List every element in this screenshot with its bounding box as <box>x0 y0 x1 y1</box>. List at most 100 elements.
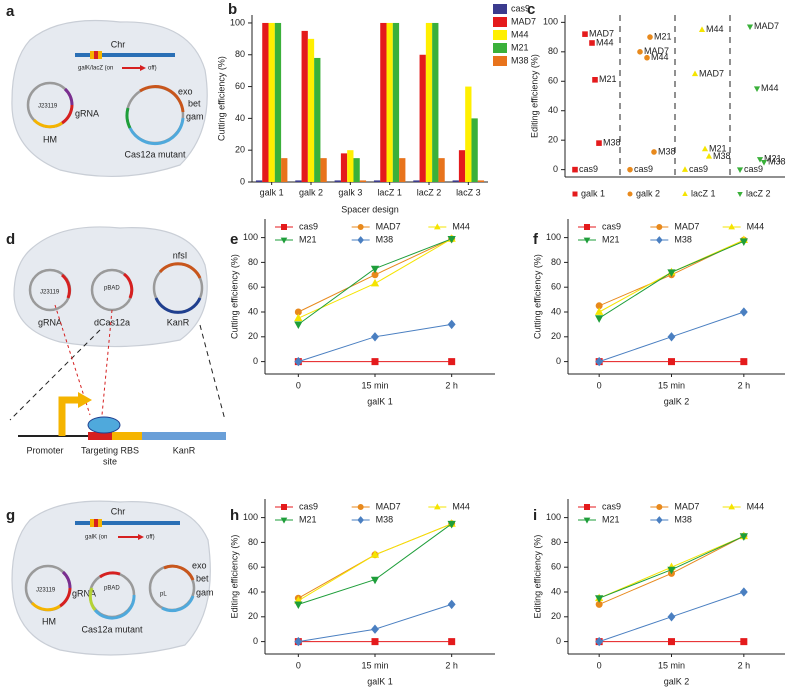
point <box>370 576 380 585</box>
plasmid-part <box>163 564 195 581</box>
plasmid-part <box>99 571 121 579</box>
plasmid-part <box>61 570 72 589</box>
legend-label: galk 2 <box>636 188 660 198</box>
legend-label: M38 <box>674 514 692 524</box>
point-label: M44 <box>761 83 779 93</box>
point <box>370 550 380 558</box>
x-tick-label: 15 min <box>361 660 388 670</box>
y-tick-label: 0 <box>253 356 258 366</box>
cell <box>11 19 208 178</box>
legend-label: cas9 <box>511 3 530 13</box>
point <box>644 54 650 61</box>
point <box>589 40 595 46</box>
x-tick-label: lacZ 1 <box>377 187 402 197</box>
point <box>371 638 379 646</box>
bar <box>399 158 406 182</box>
bar <box>320 158 327 182</box>
label: KanR <box>173 445 196 455</box>
panel-label: e <box>230 231 238 248</box>
label: nfsI <box>173 250 188 260</box>
x-tick-label: 2 h <box>445 660 458 670</box>
bar <box>432 22 439 183</box>
legend-label: M38 <box>511 55 529 65</box>
plasmid-part <box>32 118 63 129</box>
legend-label: M21 <box>299 514 317 524</box>
point <box>294 601 303 610</box>
x-tick-label: 15 min <box>658 380 685 390</box>
bar <box>413 180 420 182</box>
bar <box>471 118 478 182</box>
promoter-arrow <box>78 392 92 408</box>
point <box>370 278 380 287</box>
label: off) <box>146 535 155 541</box>
point-label: MAD7 <box>699 68 724 78</box>
label: bet <box>188 98 201 108</box>
point-label: M44 <box>596 37 614 47</box>
point <box>294 356 303 367</box>
bar <box>301 30 308 183</box>
x-axis-label: galK 2 <box>664 396 690 406</box>
bar <box>281 158 288 182</box>
y-tick-label: 100 <box>230 17 245 27</box>
y-tick-label: 40 <box>248 586 258 596</box>
point-label: M21 <box>709 143 727 153</box>
y-tick-label: 0 <box>553 164 558 174</box>
series-line <box>298 323 452 363</box>
x-tick-label: 2 h <box>445 380 458 390</box>
legend-marker <box>728 503 735 510</box>
x-tick-label: 0 <box>296 380 301 390</box>
dcas12a <box>87 416 121 434</box>
legend-marker <box>583 517 591 524</box>
label: pBAD <box>104 286 120 292</box>
point-label: M38 <box>658 146 676 156</box>
label: Chr <box>111 506 126 516</box>
point <box>667 566 676 575</box>
point-label: M44 <box>651 52 669 62</box>
point <box>760 160 768 166</box>
y-tick-label: 60 <box>551 282 561 292</box>
y-tick-label: 60 <box>551 562 561 572</box>
series-line <box>298 523 452 602</box>
label: Targeting RBS <box>81 445 139 455</box>
plasmid-part <box>88 587 97 611</box>
plasmid-part <box>60 273 71 299</box>
y-tick-label: 60 <box>548 76 558 86</box>
bar <box>268 22 275 183</box>
label: gam <box>196 587 214 597</box>
bar <box>347 150 354 182</box>
legend-marker <box>357 236 364 244</box>
point <box>595 302 603 310</box>
point <box>448 638 456 646</box>
y-tick-label: 60 <box>248 282 258 292</box>
legend-label: M44 <box>747 221 765 231</box>
y-axis-label: Cutting efficiency (%) <box>216 56 226 141</box>
legend-marker <box>682 191 688 196</box>
legend-label: MAD7 <box>511 16 536 26</box>
legend-marker <box>357 504 364 510</box>
series-line <box>298 523 452 605</box>
x-tick-label: galk 3 <box>338 187 362 197</box>
point <box>637 49 643 55</box>
panel-label: i <box>533 507 537 524</box>
x-tick-label: 0 <box>296 660 301 670</box>
legend-marker <box>737 192 743 197</box>
label: bet <box>196 573 209 583</box>
point-label: M38 <box>603 138 621 148</box>
y-axis-label: Cutting efficiency (%) <box>532 254 542 339</box>
bar <box>373 180 381 182</box>
bar <box>419 54 426 183</box>
point <box>294 321 303 330</box>
label: Chr <box>111 39 126 49</box>
diagram-a: a Chr galK/lacZ (on off) J23119 gRNA HM … <box>6 3 208 178</box>
legend-label: M44 <box>452 221 470 231</box>
legend-swatch <box>493 4 507 14</box>
bar <box>274 22 282 183</box>
label: KanR <box>167 317 190 327</box>
legend-swatch <box>493 30 507 40</box>
label: J23119 <box>38 104 58 110</box>
bar <box>477 180 485 182</box>
legend-marker <box>584 224 590 230</box>
label: galK/lacZ (on <box>78 66 113 72</box>
zoom-line <box>199 324 226 421</box>
x-tick-label: galk 1 <box>260 187 284 197</box>
